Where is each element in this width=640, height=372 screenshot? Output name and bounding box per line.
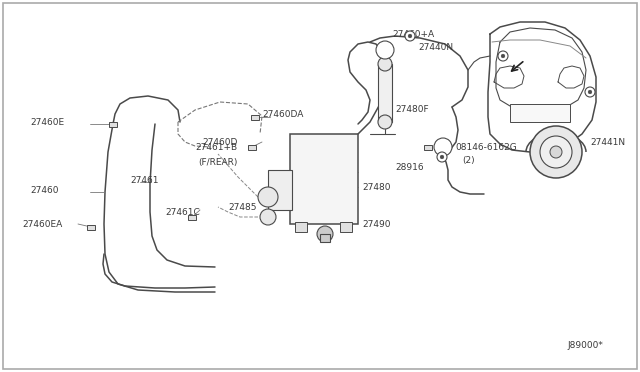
Bar [248, 144, 256, 150]
Circle shape [540, 136, 572, 168]
Circle shape [440, 155, 444, 159]
Text: 28916: 28916 [395, 163, 424, 171]
Bar [290, 134, 358, 224]
Circle shape [258, 187, 278, 207]
Text: B: B [440, 142, 445, 151]
Bar [251, 115, 259, 119]
Text: 27490: 27490 [362, 219, 390, 228]
Text: 27480: 27480 [362, 183, 390, 192]
Text: 27460DA: 27460DA [262, 109, 303, 119]
Circle shape [588, 90, 592, 94]
Text: 27461+B: 27461+B [195, 142, 237, 151]
Circle shape [550, 146, 562, 158]
Bar [109, 122, 117, 126]
Text: J89000*: J89000* [567, 341, 603, 350]
Bar [188, 215, 196, 219]
Text: 27461C: 27461C [165, 208, 200, 217]
Text: 27460: 27460 [30, 186, 58, 195]
Text: 27460E: 27460E [30, 118, 64, 126]
Text: 27461: 27461 [130, 176, 159, 185]
Circle shape [405, 31, 415, 41]
Circle shape [260, 209, 276, 225]
Text: 27485: 27485 [228, 202, 257, 212]
FancyBboxPatch shape [3, 3, 637, 369]
Circle shape [434, 138, 452, 156]
Text: 27440N: 27440N [418, 42, 453, 51]
Circle shape [408, 34, 412, 38]
Text: 08146-6162G: 08146-6162G [455, 142, 516, 151]
Circle shape [317, 226, 333, 242]
Text: 27480F: 27480F [395, 105, 429, 113]
Bar [378, 64, 392, 122]
Text: 27460+A: 27460+A [392, 29, 434, 38]
Bar [320, 234, 330, 242]
Circle shape [378, 57, 392, 71]
Circle shape [530, 126, 582, 178]
Bar [87, 224, 95, 230]
Circle shape [585, 87, 595, 97]
Circle shape [437, 152, 447, 162]
Bar [295, 222, 307, 232]
Bar [424, 144, 432, 150]
Circle shape [378, 115, 392, 129]
Text: 27441N: 27441N [590, 138, 625, 147]
Circle shape [501, 54, 505, 58]
Text: (2): (2) [462, 155, 475, 164]
Text: (F/REAR): (F/REAR) [198, 157, 237, 167]
Circle shape [376, 41, 394, 59]
Text: 27460D: 27460D [202, 138, 237, 147]
Bar [340, 222, 352, 232]
Text: 27460EA: 27460EA [22, 219, 62, 228]
Bar [510, 104, 570, 122]
Circle shape [498, 51, 508, 61]
Bar [268, 170, 292, 210]
